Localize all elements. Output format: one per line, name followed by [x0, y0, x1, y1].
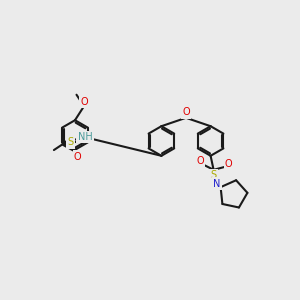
Text: S: S: [67, 137, 73, 147]
Text: N: N: [213, 179, 220, 189]
Text: O: O: [80, 97, 88, 107]
Text: NH: NH: [78, 132, 92, 142]
Text: S: S: [211, 170, 217, 180]
Text: O: O: [74, 152, 82, 162]
Text: O: O: [225, 159, 232, 169]
Text: O: O: [196, 156, 204, 167]
Text: O: O: [182, 107, 190, 117]
